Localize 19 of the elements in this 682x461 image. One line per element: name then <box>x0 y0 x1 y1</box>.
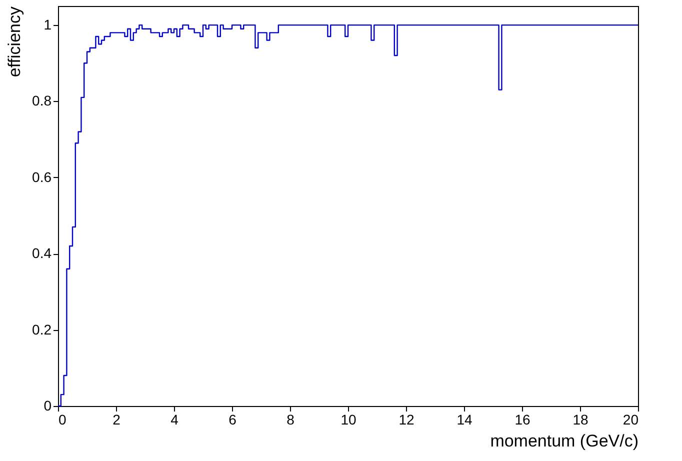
x-tick-label: 4 <box>170 412 179 428</box>
x-tick-label: 12 <box>398 412 414 428</box>
x-tick-label: 0 <box>58 412 66 428</box>
x-axis-title: momentum (GeV/c) <box>490 432 638 450</box>
x-tick-label: 18 <box>572 412 588 428</box>
x-tick-label: 8 <box>286 412 295 428</box>
y-tick-label: 0.4 <box>32 245 52 262</box>
y-tick-label: 0.8 <box>32 92 52 109</box>
x-tick-label: 16 <box>514 412 530 428</box>
y-tick-label: 0.2 <box>32 321 52 338</box>
y-tick-label: 1 <box>44 16 52 33</box>
x-tick-label: 20 <box>622 412 639 428</box>
y-tick-label: 0.6 <box>32 168 52 185</box>
x-tick-label: 6 <box>228 412 237 428</box>
x-tick-label: 14 <box>456 412 472 428</box>
y-axis-title: efficiency <box>5 6 24 78</box>
x-tick-label: 2 <box>112 412 121 428</box>
x-tick-label: 10 <box>340 412 356 428</box>
y-tick-label: 0 <box>44 398 52 414</box>
